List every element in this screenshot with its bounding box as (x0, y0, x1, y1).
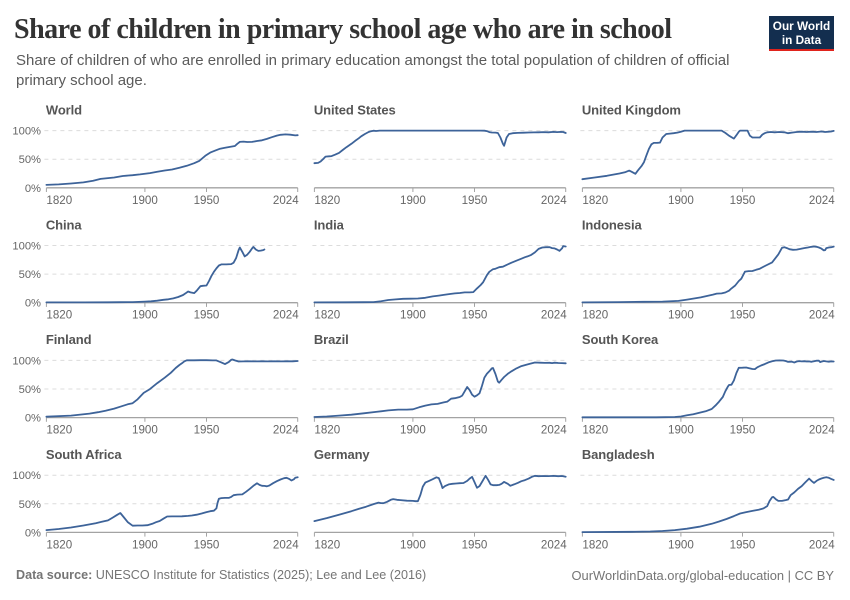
svg-text:Bangladesh: Bangladesh (582, 447, 655, 462)
svg-text:Finland: Finland (46, 332, 92, 347)
svg-text:1950: 1950 (194, 309, 220, 322)
svg-text:2024: 2024 (273, 309, 299, 322)
svg-text:1820: 1820 (46, 309, 72, 322)
svg-text:1900: 1900 (400, 538, 426, 551)
svg-text:2024: 2024 (809, 309, 835, 322)
svg-text:0%: 0% (25, 413, 41, 425)
svg-text:2024: 2024 (541, 309, 567, 322)
svg-text:Germany: Germany (314, 447, 371, 462)
svg-text:1900: 1900 (400, 309, 426, 322)
svg-text:United States: United States (314, 102, 396, 117)
svg-text:1820: 1820 (582, 194, 608, 207)
svg-text:1820: 1820 (582, 538, 608, 551)
svg-text:World: World (46, 102, 82, 117)
svg-text:2024: 2024 (809, 538, 835, 551)
svg-text:1820: 1820 (46, 538, 72, 551)
svg-text:1900: 1900 (132, 538, 158, 551)
svg-text:1950: 1950 (462, 538, 488, 551)
svg-text:1820: 1820 (582, 424, 608, 437)
svg-text:2024: 2024 (809, 424, 835, 437)
svg-text:50%: 50% (19, 499, 41, 511)
svg-text:1950: 1950 (194, 194, 220, 207)
svg-text:2024: 2024 (541, 194, 567, 207)
svg-text:1900: 1900 (132, 194, 158, 207)
svg-text:2024: 2024 (273, 194, 299, 207)
svg-text:1820: 1820 (314, 424, 340, 437)
svg-text:1820: 1820 (314, 309, 340, 322)
svg-text:1950: 1950 (462, 194, 488, 207)
svg-text:1950: 1950 (462, 424, 488, 437)
svg-text:United Kingdom: United Kingdom (582, 102, 681, 117)
svg-text:1900: 1900 (132, 424, 158, 437)
svg-text:0%: 0% (25, 183, 41, 195)
svg-text:1900: 1900 (668, 424, 694, 437)
svg-text:1900: 1900 (400, 424, 426, 437)
svg-text:1900: 1900 (400, 194, 426, 207)
svg-text:1820: 1820 (582, 309, 608, 322)
svg-text:100%: 100% (12, 126, 41, 138)
svg-text:50%: 50% (19, 384, 41, 396)
svg-text:1900: 1900 (132, 309, 158, 322)
svg-text:50%: 50% (19, 269, 41, 281)
svg-text:2024: 2024 (273, 424, 299, 437)
svg-text:2024: 2024 (541, 424, 567, 437)
svg-text:Brazil: Brazil (314, 332, 349, 347)
svg-text:1820: 1820 (46, 194, 72, 207)
svg-text:1820: 1820 (46, 424, 72, 437)
svg-text:1950: 1950 (730, 538, 756, 551)
svg-text:South Africa: South Africa (46, 447, 122, 462)
svg-text:1950: 1950 (194, 538, 220, 551)
svg-text:100%: 100% (12, 241, 41, 253)
svg-text:2024: 2024 (809, 194, 835, 207)
svg-text:1900: 1900 (668, 194, 694, 207)
svg-text:1900: 1900 (668, 538, 694, 551)
svg-text:China: China (46, 217, 82, 232)
svg-text:0%: 0% (25, 298, 41, 310)
svg-text:1900: 1900 (668, 309, 694, 322)
svg-text:1950: 1950 (194, 424, 220, 437)
svg-text:0%: 0% (25, 527, 41, 539)
svg-text:50%: 50% (19, 154, 41, 166)
svg-text:100%: 100% (12, 355, 41, 367)
svg-text:2024: 2024 (541, 538, 567, 551)
svg-text:India: India (314, 217, 345, 232)
svg-text:Indonesia: Indonesia (582, 217, 643, 232)
svg-text:1820: 1820 (314, 194, 340, 207)
svg-text:100%: 100% (12, 470, 41, 482)
svg-text:2024: 2024 (273, 538, 299, 551)
svg-text:1950: 1950 (730, 424, 756, 437)
svg-text:1950: 1950 (730, 194, 756, 207)
svg-text:South Korea: South Korea (582, 332, 659, 347)
svg-text:1950: 1950 (730, 309, 756, 322)
svg-text:1820: 1820 (314, 538, 340, 551)
svg-text:1950: 1950 (462, 309, 488, 322)
